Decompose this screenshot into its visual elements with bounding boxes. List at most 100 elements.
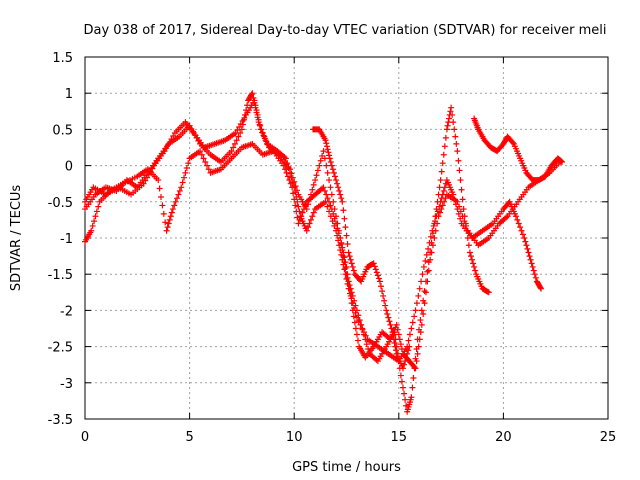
data-point [241, 114, 248, 121]
data-point [320, 148, 327, 155]
data-point [255, 116, 262, 123]
data-point [310, 181, 317, 188]
data-point [326, 198, 333, 205]
data-point [282, 155, 289, 162]
data-point [348, 300, 355, 307]
data-point [329, 166, 336, 173]
data-point [523, 242, 530, 249]
data-point [335, 184, 342, 191]
data-point [558, 158, 565, 165]
data-point [322, 137, 329, 144]
data-point [401, 361, 408, 368]
data-point [282, 166, 289, 173]
data-point [410, 374, 417, 381]
y-tick-label: -2 [60, 304, 73, 319]
data-point [446, 115, 453, 122]
data-point [436, 184, 443, 191]
data-point [440, 151, 447, 158]
data-point [330, 169, 337, 176]
y-tick-label: 0 [65, 160, 73, 175]
data-point [295, 203, 302, 210]
data-point [236, 123, 243, 130]
data-point [454, 148, 461, 155]
y-tick-label: -3 [60, 377, 73, 392]
data-point [380, 292, 387, 299]
data-point [355, 312, 362, 319]
y-tick-label: 1.5 [52, 51, 73, 66]
data-point [156, 185, 163, 192]
data-point [373, 356, 380, 363]
data-point [390, 336, 397, 343]
data-point [163, 145, 170, 152]
data-point [371, 263, 378, 270]
data-point [353, 331, 360, 338]
data-point [402, 396, 409, 403]
data-point [406, 331, 413, 338]
data-point [324, 195, 331, 202]
x-tick-label: 15 [391, 430, 408, 445]
data-point [417, 317, 424, 324]
data-point [347, 256, 354, 263]
data-point [288, 170, 295, 177]
data-point [341, 215, 348, 222]
data-point [441, 198, 448, 205]
data-point [457, 177, 464, 184]
data-point [420, 311, 427, 318]
data-point [345, 249, 352, 256]
data-point [330, 210, 337, 217]
data-point [363, 341, 370, 348]
data-point [375, 275, 382, 282]
data-point [397, 341, 404, 348]
data-point [388, 325, 395, 332]
data-point [292, 202, 299, 209]
data-point [518, 227, 525, 234]
data-point [530, 267, 537, 274]
data-point [336, 187, 343, 194]
data-point [532, 274, 539, 281]
data-point [202, 158, 209, 165]
data-point [439, 160, 446, 167]
data-point [142, 177, 149, 184]
data-point [390, 332, 397, 339]
data-point [303, 227, 310, 234]
data-point [470, 260, 477, 267]
data-point [169, 206, 176, 213]
data-point [440, 187, 447, 194]
data-point [406, 343, 413, 350]
data-point [92, 213, 99, 220]
data-point [459, 196, 466, 203]
data-point [452, 133, 459, 140]
data-point [326, 155, 333, 162]
data-point [324, 146, 331, 153]
data-point [328, 191, 335, 198]
data-point [254, 111, 261, 118]
data-point [309, 213, 316, 220]
data-point [350, 267, 357, 274]
data-point [441, 143, 448, 150]
data-point [163, 227, 170, 234]
data-point [362, 336, 369, 343]
data-point [259, 129, 266, 136]
data-point [160, 210, 167, 217]
series-track-b [82, 97, 492, 415]
data-point [418, 321, 425, 328]
data-point [306, 220, 313, 227]
data-point [382, 302, 389, 309]
data-point [472, 267, 479, 274]
data-point [558, 158, 565, 165]
data-point [454, 198, 461, 205]
data-point [421, 300, 428, 307]
data-point [140, 180, 147, 187]
data-point [344, 271, 351, 278]
data-point [348, 289, 355, 296]
data-point [396, 336, 403, 343]
data-point [519, 231, 526, 238]
data-point [464, 235, 471, 241]
data-point [171, 202, 178, 209]
data-point [376, 278, 383, 285]
data-point [178, 184, 185, 191]
data-point [249, 90, 256, 97]
data-point [447, 108, 454, 115]
y-tick-label: -1.5 [48, 268, 73, 283]
data-point [167, 213, 174, 220]
